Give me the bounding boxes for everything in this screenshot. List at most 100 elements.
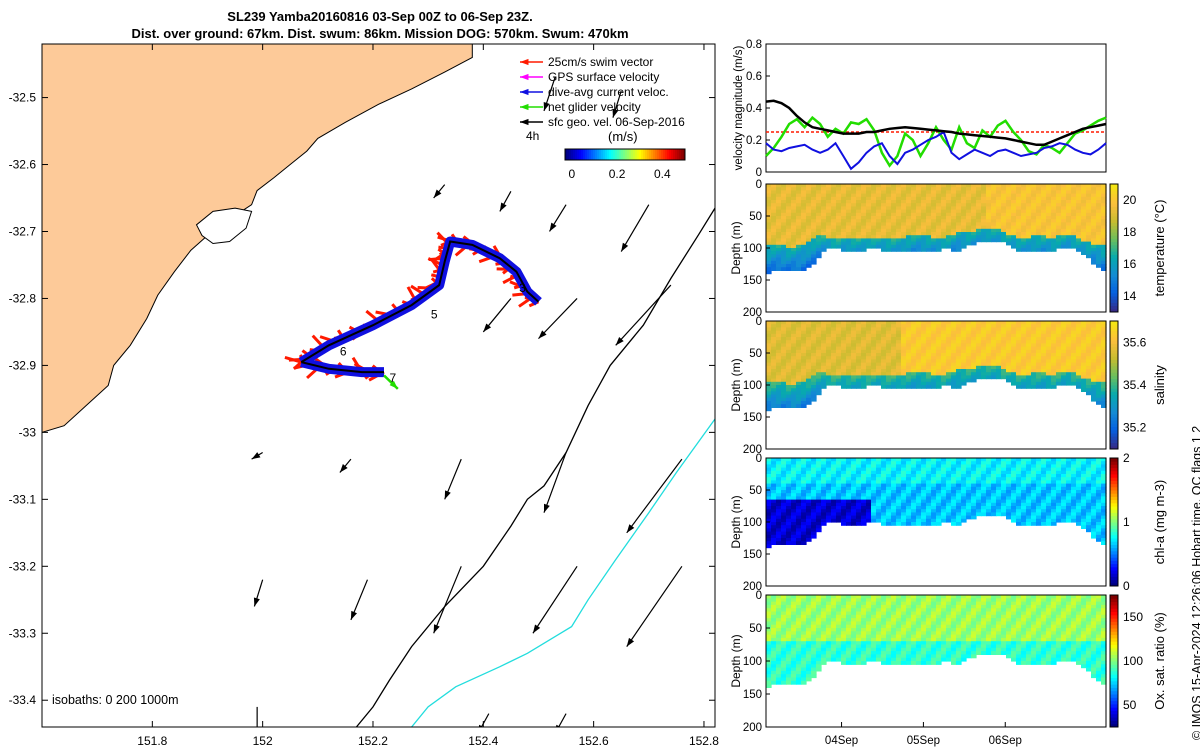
section-cell — [981, 365, 987, 370]
map-x-tick-label: 152.8 — [689, 734, 719, 748]
section-cell — [1096, 251, 1102, 255]
section-cell — [811, 464, 817, 469]
section-cell — [1031, 372, 1037, 376]
section-cell — [866, 337, 872, 341]
section-cell — [1101, 470, 1107, 475]
section-cell — [916, 512, 922, 517]
section-cell — [941, 337, 947, 341]
section-cell — [856, 225, 862, 230]
section-cell — [821, 362, 827, 367]
section-cell — [836, 346, 842, 351]
section-cell — [1001, 362, 1007, 367]
section-cell — [1016, 372, 1022, 376]
section-cell — [946, 324, 952, 328]
section-cell — [806, 353, 812, 357]
section-cell — [906, 496, 912, 501]
section-cell — [781, 598, 787, 603]
map-x-ticks: 151.8 152 152.2 152.4 152.6 152.8 — [137, 44, 719, 748]
section-cell — [821, 493, 827, 497]
section-cell — [771, 621, 777, 626]
section-cell — [896, 369, 902, 373]
section-cell — [876, 241, 882, 246]
section-cell — [1066, 362, 1072, 367]
section-cell — [1066, 184, 1072, 188]
section-cell — [836, 193, 842, 198]
section-colorbar-cell — [1110, 560, 1118, 565]
section-cell — [926, 187, 932, 191]
section-cell — [841, 203, 847, 207]
section-cell — [791, 534, 797, 539]
geo-vector-head — [478, 724, 484, 727]
section-cell — [776, 531, 782, 536]
section-cell — [1076, 486, 1082, 491]
section-cell — [941, 512, 947, 517]
section-cell — [816, 238, 822, 243]
section-cell — [951, 378, 957, 383]
section-cell — [841, 464, 847, 469]
section-cell — [776, 667, 782, 672]
section-cell — [1061, 209, 1067, 214]
section-cell — [906, 193, 912, 198]
section-cell — [921, 493, 927, 497]
section-cell — [811, 362, 817, 367]
section-cell — [781, 611, 787, 616]
section-cell — [1081, 327, 1087, 332]
section-cell — [1061, 193, 1067, 198]
section-cell — [831, 327, 837, 332]
section-cell — [916, 385, 922, 389]
section-cell — [921, 187, 927, 191]
section-cell — [1101, 394, 1107, 399]
section-cell — [1071, 496, 1077, 501]
section-colorbar-tick-label: 35.4 — [1123, 378, 1147, 392]
section-cell — [1096, 184, 1102, 188]
section-cell — [891, 216, 897, 220]
section-cell — [1051, 385, 1057, 389]
section-cell — [1056, 356, 1062, 360]
section-cell — [956, 337, 962, 341]
section-cell — [926, 337, 932, 341]
section-cell — [1051, 330, 1057, 335]
section-cell — [786, 496, 792, 501]
section-cell — [1066, 480, 1072, 485]
section-cell — [1101, 397, 1107, 402]
section-cell — [771, 470, 777, 475]
section-cell — [766, 651, 772, 655]
section-cell — [1006, 480, 1012, 485]
section-cell — [811, 365, 817, 370]
section-cell — [791, 381, 797, 386]
section-cell — [911, 385, 917, 389]
section-cell — [851, 474, 857, 478]
section-cell — [1096, 531, 1102, 536]
section-cell — [951, 206, 957, 211]
section-cell — [1096, 333, 1102, 338]
section-cell — [966, 330, 972, 335]
section-cell — [876, 184, 882, 188]
section-cell — [861, 190, 867, 195]
section-cell — [1091, 203, 1097, 207]
section-cell — [906, 200, 912, 204]
section-cell — [791, 196, 797, 201]
section-cell — [1046, 461, 1052, 465]
section-cell — [861, 244, 867, 249]
section-cell — [926, 248, 932, 252]
section-cell — [856, 216, 862, 220]
section-cell — [831, 244, 837, 249]
section-cell — [981, 486, 987, 491]
section-cell — [831, 365, 837, 370]
section-cell — [1081, 474, 1087, 478]
section-cell — [901, 340, 907, 344]
section-cell — [1086, 496, 1092, 501]
section-cell — [811, 349, 817, 354]
section-cell — [1051, 490, 1057, 494]
section-cell — [1016, 330, 1022, 335]
section-cell — [846, 196, 852, 201]
section-cell — [941, 235, 947, 239]
section-cell — [881, 324, 887, 328]
section-colorbar-cell — [1110, 464, 1118, 469]
section-cell — [911, 200, 917, 204]
section-cell — [886, 518, 892, 523]
section-cell — [911, 196, 917, 201]
section-cell — [986, 474, 992, 478]
section-cell — [806, 378, 812, 383]
section-cell — [946, 353, 952, 357]
